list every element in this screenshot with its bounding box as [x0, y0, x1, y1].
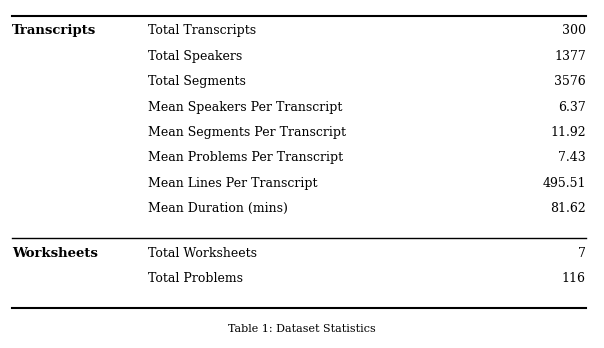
Text: Mean Lines Per Transcript: Mean Lines Per Transcript	[148, 177, 318, 190]
Text: Total Segments: Total Segments	[148, 75, 246, 88]
Text: Total Problems: Total Problems	[148, 272, 243, 285]
Text: 1377: 1377	[554, 50, 586, 63]
Text: 81.62: 81.62	[550, 202, 586, 215]
Text: Transcripts: Transcripts	[12, 24, 96, 37]
Text: Mean Segments Per Transcript: Mean Segments Per Transcript	[148, 126, 346, 139]
Text: 6.37: 6.37	[558, 101, 586, 113]
Text: 7: 7	[578, 247, 586, 260]
Text: Mean Speakers Per Transcript: Mean Speakers Per Transcript	[148, 101, 342, 113]
Text: Total Speakers: Total Speakers	[148, 50, 242, 63]
Text: 3576: 3576	[554, 75, 586, 88]
Text: 7.43: 7.43	[558, 151, 586, 164]
Text: Mean Duration (mins): Mean Duration (mins)	[148, 202, 288, 215]
Text: Worksheets: Worksheets	[12, 247, 98, 260]
Text: Total Transcripts: Total Transcripts	[148, 24, 256, 37]
Text: Mean Problems Per Transcript: Mean Problems Per Transcript	[148, 151, 343, 164]
Text: 495.51: 495.51	[542, 177, 586, 190]
Text: 11.92: 11.92	[550, 126, 586, 139]
Text: 300: 300	[562, 24, 586, 37]
Text: 116: 116	[562, 272, 586, 285]
Text: Table 1: Dataset Statistics: Table 1: Dataset Statistics	[228, 324, 376, 334]
Text: Total Worksheets: Total Worksheets	[148, 247, 257, 260]
